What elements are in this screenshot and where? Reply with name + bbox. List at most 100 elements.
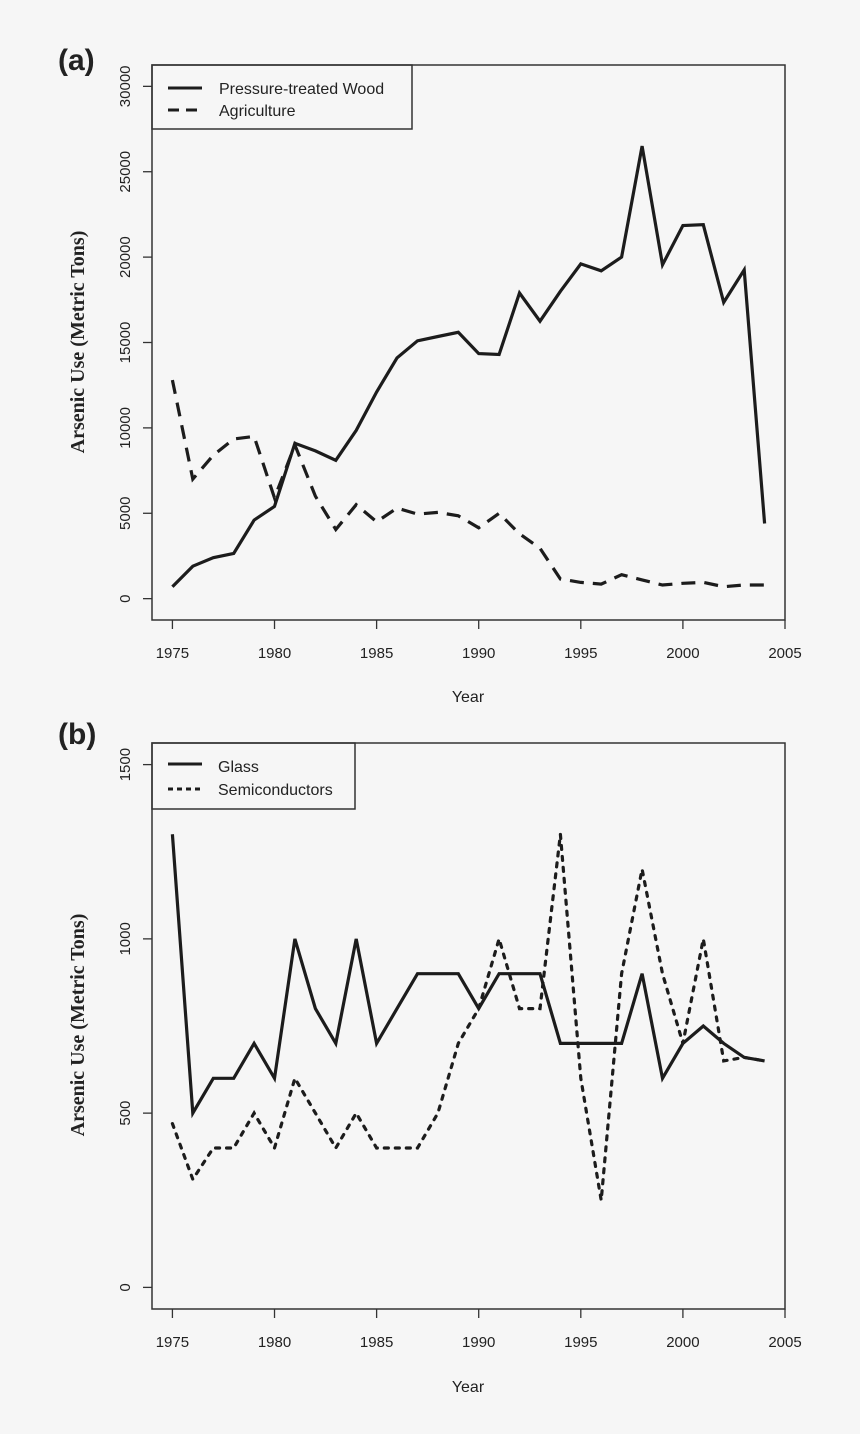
panel-b-data-point xyxy=(620,1041,624,1045)
panel-a-data-point xyxy=(436,510,440,514)
panel-a-data-point xyxy=(456,330,460,334)
panel-a-x-axis: 1975 1980 1985 1990 1995 2000 2005 xyxy=(156,620,802,662)
panel-a-data-point xyxy=(415,512,419,516)
panel-b-data-point xyxy=(456,1041,460,1045)
panel-a-data-point xyxy=(640,144,644,148)
panel-a-data-point xyxy=(211,453,215,457)
panel-b-data-point xyxy=(763,1059,767,1063)
panel-a-data-point xyxy=(722,585,726,589)
panel-a-series xyxy=(170,144,767,589)
panel-a-legend-entry-0: Pressure-treated Wood xyxy=(219,81,384,98)
panel-a-data-point xyxy=(211,556,215,560)
panel-b-y-tick-label: 500 xyxy=(117,1101,134,1126)
panel-b-data-point xyxy=(558,832,562,836)
panel-b-legend-box xyxy=(151,742,356,810)
panel-a-data-point xyxy=(538,546,542,550)
panel-a-data-point xyxy=(477,526,481,530)
panel-a-data-point xyxy=(660,263,664,267)
panel-b-data-point xyxy=(211,1146,215,1150)
panel-a-data-point xyxy=(313,449,317,453)
panel-a-data-point xyxy=(518,532,522,536)
panel-b-x-tick-label: 1990 xyxy=(462,1334,495,1351)
panel-a-data-point xyxy=(497,511,501,515)
panel-a-legend: Pressure-treated Wood Agriculture xyxy=(151,64,413,130)
panel-b-data-point xyxy=(170,832,174,836)
panel-b-x-axis-title: Year xyxy=(452,1379,485,1396)
panel-a-x-axis-title: Year xyxy=(452,689,485,706)
panel-b-x-tick-label: 2000 xyxy=(666,1334,699,1351)
panel-b-data-point xyxy=(558,1041,562,1045)
panel-a-data-point xyxy=(660,583,664,587)
panel-b-data-point xyxy=(681,1041,685,1045)
panel-b-x-tick-label: 1975 xyxy=(156,1334,189,1351)
panel-b-legend: Glass Semiconductors xyxy=(151,742,356,810)
panel-b-data-point xyxy=(375,1041,379,1045)
panel-a-data-point xyxy=(354,503,358,507)
panel-a-data-point xyxy=(681,581,685,585)
panel-a-data-point xyxy=(538,319,542,323)
panel-b-data-point xyxy=(252,1111,256,1115)
panel-b-data-point xyxy=(313,1111,317,1115)
panel-a-data-point xyxy=(763,522,767,526)
panel-b-y-tick-label: 1500 xyxy=(117,748,134,781)
panel-a-data-point xyxy=(395,506,399,510)
panel-b-data-point xyxy=(232,1076,236,1080)
panel-b-data-point xyxy=(211,1076,215,1080)
panel-b-data-point xyxy=(273,1146,277,1150)
panel-a-data-point xyxy=(232,437,236,441)
panel-a-data-point xyxy=(313,494,317,498)
panel-b-data-point xyxy=(620,972,624,976)
panel-a-data-point xyxy=(354,428,358,432)
panel-b-data-point xyxy=(293,1076,297,1080)
panel-b-data-point xyxy=(313,1007,317,1011)
panel-a-y-axis-title: Arsenic Use (Metric Tons) xyxy=(67,231,89,454)
panel-a-data-point xyxy=(742,583,746,587)
panel-a-data-point xyxy=(232,551,236,555)
panel-b-data-point xyxy=(170,1122,174,1126)
panel-b-data-point xyxy=(701,1024,705,1028)
panel-b-data-point xyxy=(334,1041,338,1045)
panel-a-data-point xyxy=(293,443,297,447)
panel-a-data-point xyxy=(436,335,440,339)
panel-a-data-point xyxy=(415,339,419,343)
panel-a-data-point xyxy=(599,582,603,586)
panel-b-legend-entry-0: Glass xyxy=(218,759,259,776)
panel-b-data-point xyxy=(375,1146,379,1150)
panel-b-y-axis: 0 500 1000 1500 xyxy=(117,748,152,1292)
panel-a-data-point xyxy=(191,564,195,568)
panel-a-x-tick-label: 1995 xyxy=(564,645,597,662)
panel-a-data-point xyxy=(620,573,624,577)
panel-b-data-point xyxy=(232,1146,236,1150)
panel-a-legend-box xyxy=(151,64,413,130)
panel-a-y-axis: 0 5000 10000 15000 20000 25000 30000 xyxy=(117,65,152,603)
panel-a-data-point xyxy=(497,352,501,356)
panel-b: (b) 0 500 1000 1500 1975 1980 1985 1990 1995 200… xyxy=(58,718,802,1396)
panel-b-y-tick-label: 1000 xyxy=(117,922,134,955)
panel-a-data-point xyxy=(579,262,583,266)
panel-a-x-tick-label: 2000 xyxy=(666,645,699,662)
panel-b-data-point xyxy=(191,1111,195,1115)
panel-b-data-point xyxy=(538,1007,542,1011)
panel-b-x-tick-label: 1995 xyxy=(564,1334,597,1351)
panel-b-data-point xyxy=(395,1007,399,1011)
panel-a-data-point xyxy=(375,390,379,394)
panel-b-data-point xyxy=(273,1076,277,1080)
panel-a-data-point xyxy=(742,268,746,272)
panel-a-data-point xyxy=(334,458,338,462)
panel-b-data-point xyxy=(640,867,644,871)
panel-a-legend-entry-1: Agriculture xyxy=(219,103,296,120)
panel-a-label: (a) xyxy=(58,44,95,77)
panel-b-data-point xyxy=(293,937,297,941)
panel-a-data-point xyxy=(722,300,726,304)
panel-a-data-point xyxy=(456,514,460,518)
panel-b-data-point xyxy=(436,1111,440,1115)
panel-b-data-point xyxy=(252,1041,256,1045)
panel-a-x-tick-label: 1985 xyxy=(360,645,393,662)
panel-b-legend-entry-1: Semiconductors xyxy=(218,782,333,799)
panel-b-series xyxy=(170,832,767,1201)
panel-b-x-tick-label: 2005 xyxy=(768,1334,801,1351)
panel-a-y-tick-label: 0 xyxy=(117,594,134,602)
panel-a-data-point xyxy=(599,269,603,273)
panel-b-data-point xyxy=(722,1059,726,1063)
